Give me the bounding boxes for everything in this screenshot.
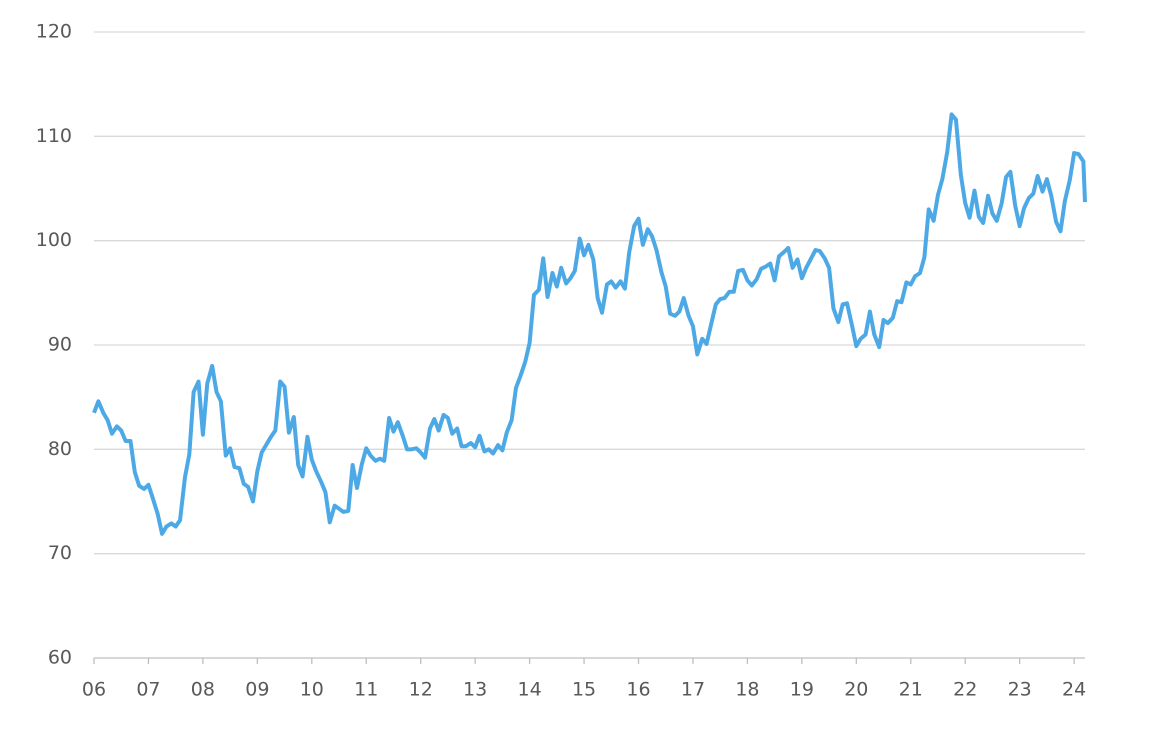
x-tick-label: 19 <box>790 679 814 701</box>
x-tick-label: 09 <box>245 679 269 701</box>
x-tick-label: 24 <box>1062 679 1086 701</box>
x-tick-label: 07 <box>136 679 160 701</box>
x-tick-label: 10 <box>300 679 324 701</box>
x-tick-label: 17 <box>681 679 705 701</box>
x-tick-label: 13 <box>463 679 487 701</box>
y-tick-label: 120 <box>36 21 72 43</box>
x-tick-label: 11 <box>354 679 378 701</box>
x-tick-label: 12 <box>409 679 433 701</box>
line <box>92 112 1087 536</box>
x-tick-label: 22 <box>953 679 977 701</box>
x-tick-label: 18 <box>735 679 759 701</box>
y-tick-label: 70 <box>48 542 72 564</box>
x-tick-label: 21 <box>899 679 923 701</box>
x-tick-label: 16 <box>626 679 650 701</box>
y-tick-label: 110 <box>36 125 72 147</box>
y-tick-label: 60 <box>48 647 72 669</box>
x-tick-label: 15 <box>572 679 596 701</box>
x-tick-label: 08 <box>191 679 215 701</box>
x-tick-label: 20 <box>844 679 868 701</box>
y-tick-label: 100 <box>36 229 72 251</box>
x-tick-label: 23 <box>1008 679 1032 701</box>
x-tick-label: 06 <box>82 679 106 701</box>
y-tick-label: 90 <box>48 334 72 356</box>
y-tick-label: 80 <box>48 438 72 460</box>
x-tick-label: 14 <box>518 679 542 701</box>
